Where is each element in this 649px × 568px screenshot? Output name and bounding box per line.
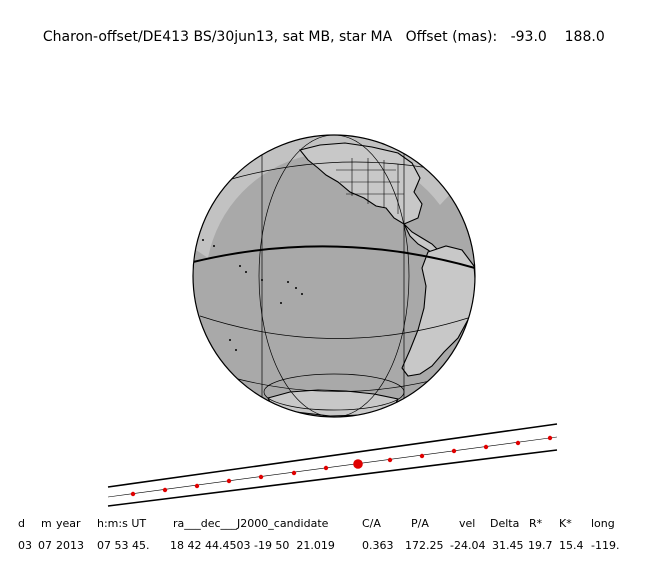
header-long: long (591, 517, 615, 530)
value-radec: 18 42 44.4503 -19 50 21.019 (170, 539, 335, 552)
equator-line (193, 245, 475, 269)
header-kstar: K* (559, 517, 572, 530)
path-marker (451, 448, 457, 454)
value-time: 07 53 45. (97, 539, 150, 552)
value-month: 07 (38, 539, 52, 552)
pacific-islands (202, 239, 303, 351)
path-marker (547, 435, 553, 441)
offset-x-value: -93.0 (510, 29, 547, 45)
header-rstar: R* (529, 517, 543, 530)
header-delta: Delta (490, 517, 520, 530)
offset-y-value: 188.0 (564, 29, 605, 45)
globe (192, 134, 476, 418)
value-kstar: 15.4 (559, 539, 584, 552)
path-marker (387, 457, 393, 463)
value-year: 2013 (56, 539, 84, 552)
header-radec: ra___dec___J2000_candidate (173, 517, 329, 530)
value-ca: 0.363 (362, 539, 394, 552)
value-rstar: 19.7 (528, 539, 553, 552)
shadow-north-limit (107, 423, 558, 488)
path-marker (226, 478, 232, 484)
path-marker (419, 453, 425, 459)
path-marker (323, 465, 329, 471)
path-marker (515, 440, 521, 446)
path-marker (194, 483, 200, 489)
header-pa: P/A (411, 517, 429, 530)
closest-approach-marker (353, 459, 363, 469)
globe-limb (192, 134, 476, 418)
value-day: 03 (18, 539, 32, 552)
path-marker (162, 487, 168, 493)
event-label: Charon-offset/DE413 BS/30jun13, sat MB, … (42, 29, 393, 45)
shadow-south-limit (107, 449, 558, 507)
south-america-landmass (401, 245, 475, 377)
value-pa: 172.25 (405, 539, 444, 552)
shadow-centerline (107, 436, 558, 498)
path-marker (258, 474, 264, 480)
path-time-markers (130, 435, 553, 497)
graticule (193, 135, 475, 417)
shadow-path (107, 423, 558, 507)
header-month: m (41, 517, 52, 530)
value-vel: -24.04 (450, 539, 486, 552)
value-long: -119. (591, 539, 620, 552)
path-marker (291, 470, 297, 476)
path-marker (483, 444, 489, 450)
header-ca: C/A (362, 517, 381, 530)
header-time: h:m:s UT (97, 517, 147, 530)
header-vel: vel (459, 517, 476, 530)
path-marker (130, 491, 136, 497)
value-delta: 31.45 (492, 539, 524, 552)
header-day: d (18, 517, 25, 530)
plot-title: Charon-offset/DE413 BS/30jun13, sat MB, … (34, 13, 605, 45)
header-year: year (56, 517, 81, 530)
offset-label: Offset (mas): (405, 29, 498, 45)
